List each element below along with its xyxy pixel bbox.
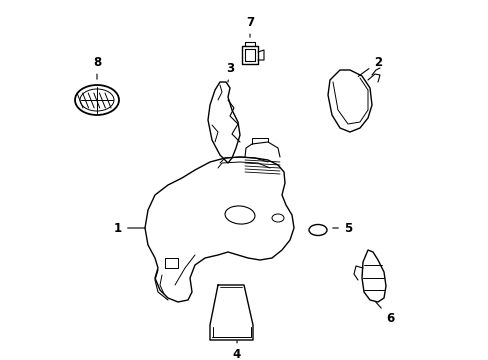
Text: 4: 4 [232,341,241,360]
Text: 5: 5 [332,221,351,234]
Text: 1: 1 [114,221,145,234]
Text: 3: 3 [225,62,234,82]
Text: 8: 8 [93,55,101,79]
Text: 6: 6 [375,302,393,324]
Text: 7: 7 [245,15,254,37]
Text: 2: 2 [358,55,381,76]
